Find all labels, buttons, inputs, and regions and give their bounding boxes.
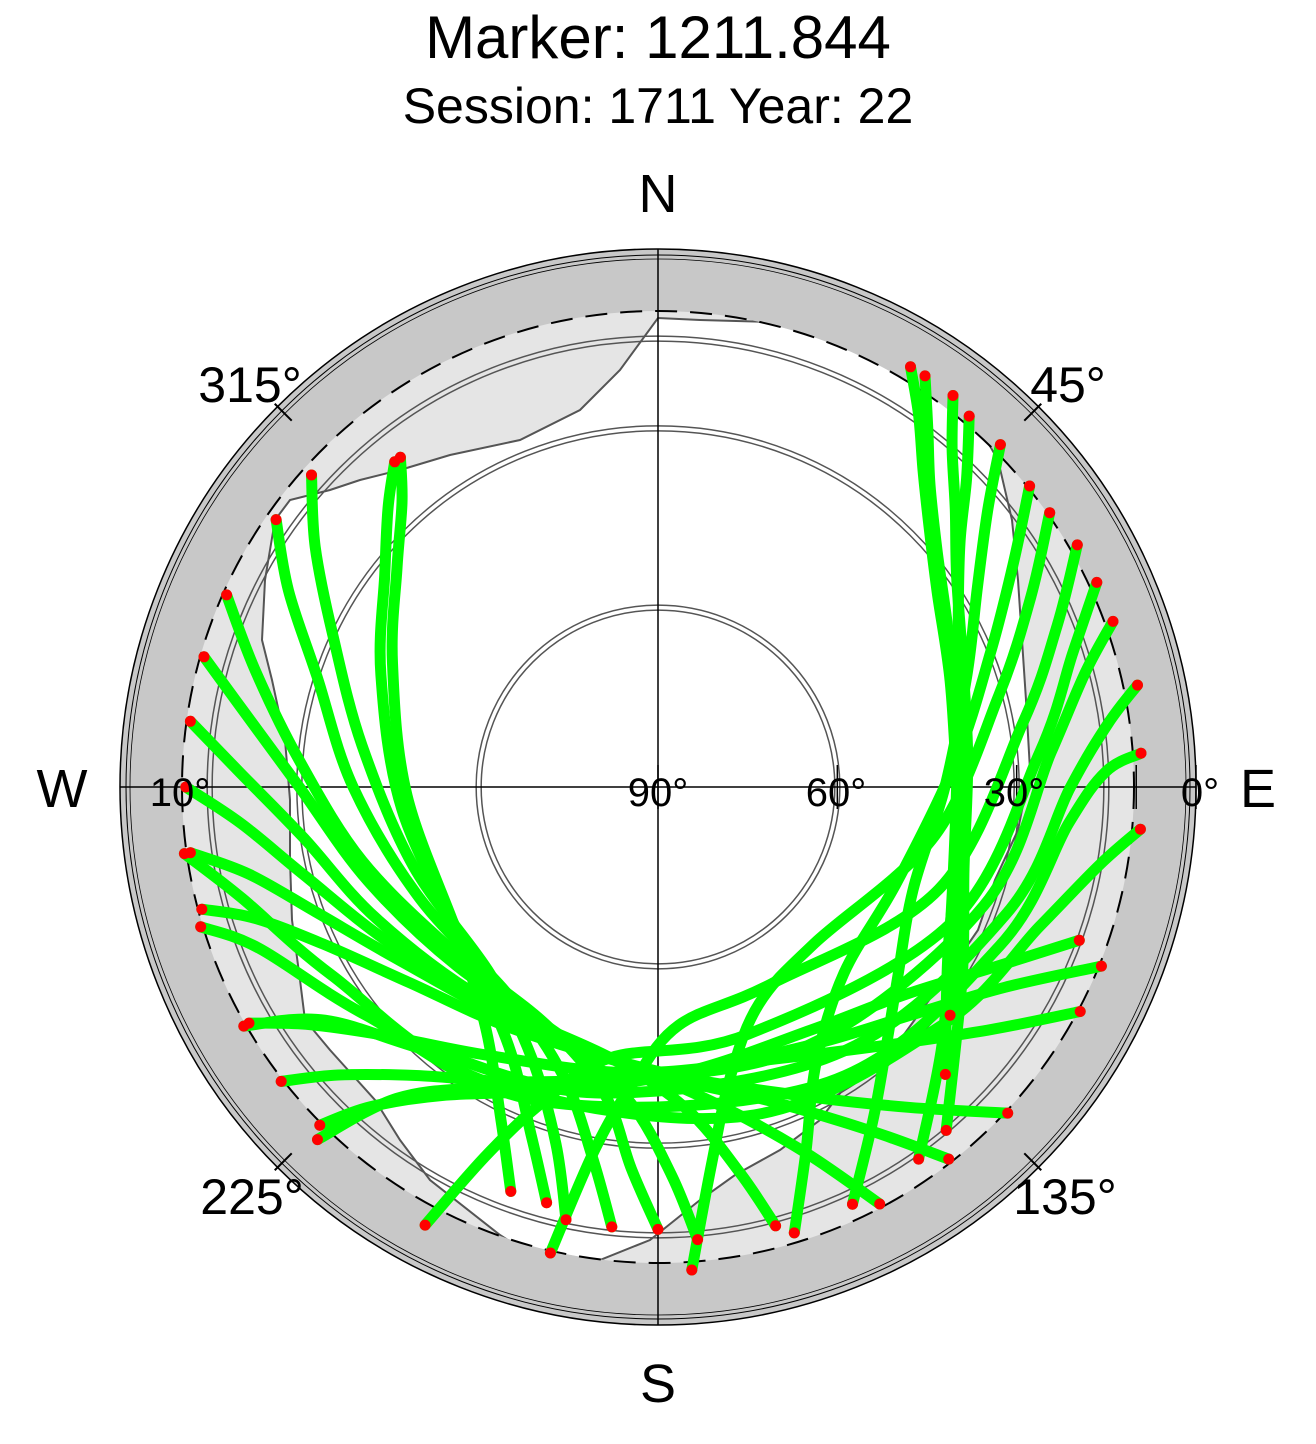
track-endpoint-2-start (947, 390, 959, 401)
satellite-track-24 (374, 456, 553, 1209)
track-endpoint-23-end (560, 1214, 572, 1226)
track-endpoint-10-start (1132, 679, 1143, 691)
track-endpoint-3-end (913, 1153, 925, 1165)
track-endpoint-8-end (419, 1219, 431, 1231)
satellite-track-20 (198, 651, 704, 1246)
azimuth-label-315: 315° (198, 357, 301, 413)
track-endpoint-13-end (1073, 934, 1085, 946)
track-endpoint-14-start (275, 1075, 287, 1087)
track-endpoint-12-start (1134, 823, 1146, 835)
track-endpoint-25-end (505, 1185, 517, 1197)
azimuth-tick-45 (1023, 403, 1042, 422)
track-endpoint-11-start (1135, 747, 1147, 759)
track-endpoint-22-start (270, 514, 282, 526)
chart-subtitle: Session: 1711 Year: 22 (402, 78, 914, 134)
satellite-track-25 (386, 451, 517, 1197)
track-endpoint-21-end (652, 1223, 664, 1235)
track-endpoint-19-start (184, 715, 196, 727)
track-endpoint-17-start (184, 847, 196, 859)
track-endpoint-15-end (1074, 1006, 1086, 1017)
track-endpoint-8-start (1091, 576, 1103, 588)
track-endpoint-20-end (692, 1234, 704, 1246)
satellite-track-21 (221, 589, 664, 1235)
azimuth-tick-315 (274, 403, 293, 422)
elevation-label-60: 60° (806, 771, 867, 815)
track-endpoint-6-start (1044, 507, 1056, 519)
satellite-track-22 (270, 514, 618, 1233)
track-endpoint-0-end (944, 1009, 956, 1021)
track-endpoint-5-end (788, 1227, 800, 1239)
azimuth-label-225: 225° (200, 1169, 303, 1225)
direction-label-north: N (639, 164, 678, 224)
track-endpoint-15-start (243, 1017, 255, 1029)
track-endpoint-1-start (919, 370, 931, 382)
track-endpoint-16-end (1002, 1107, 1014, 1119)
track-endpoint-11-end (195, 921, 207, 933)
elevation-label-90: 90° (628, 771, 689, 815)
track-endpoint-24-end (541, 1197, 553, 1209)
track-endpoints (178, 361, 1147, 1276)
track-endpoint-23-start (306, 469, 317, 481)
azimuth-label-135: 135° (1013, 1169, 1116, 1225)
satellite-track-8 (419, 576, 1103, 1231)
azimuth-tick-225 (274, 1152, 293, 1171)
track-endpoint-2-end (940, 1124, 952, 1136)
satellite-track-23 (306, 469, 572, 1226)
track-endpoint-20-start (198, 651, 210, 663)
track-endpoint-0-start (905, 361, 916, 373)
direction-label-east: E (1240, 759, 1276, 819)
track-endpoint-18-start (180, 781, 192, 793)
track-endpoint-9-end (312, 1134, 323, 1146)
track-endpoint-7-start (1071, 539, 1083, 551)
track-endpoint-5-start (1024, 480, 1036, 492)
track-endpoint-4-start (994, 439, 1006, 451)
track-endpoint-16-start (196, 903, 208, 915)
track-endpoint-7-end (544, 1247, 556, 1259)
track-endpoint-1-end (939, 1068, 951, 1080)
azimuth-label-45: 45° (1030, 357, 1106, 413)
track-endpoint-17-end (943, 1153, 955, 1165)
direction-label-south: S (640, 1354, 676, 1414)
track-endpoint-13-start (314, 1119, 326, 1131)
track-endpoint-9-start (1107, 615, 1119, 627)
chart-title: Marker: 1211.844 (425, 4, 891, 71)
satellite-tracks (178, 361, 1147, 1276)
direction-label-west: W (37, 759, 88, 819)
track-endpoint-18-end (874, 1198, 886, 1210)
track-endpoint-3-start (963, 410, 975, 422)
azimuth-tick-135 (1023, 1152, 1042, 1171)
satellite-track-12 (178, 823, 1146, 1125)
satellite-track-7 (544, 539, 1083, 1259)
elevation-label-30: 30° (984, 771, 1045, 815)
tick-marks (274, 403, 1197, 1171)
elevation-label-10-west: 10° (150, 771, 211, 815)
track-endpoint-19-end (770, 1220, 782, 1232)
elevation-label-0: 0° (1181, 771, 1219, 815)
track-endpoint-6-end (686, 1264, 698, 1276)
track-endpoint-4-end (847, 1198, 858, 1210)
track-endpoint-21-start (221, 589, 233, 601)
track-endpoint-22-end (606, 1221, 618, 1233)
track-endpoint-14-end (1095, 960, 1107, 972)
track-endpoint-25-start (394, 451, 406, 463)
